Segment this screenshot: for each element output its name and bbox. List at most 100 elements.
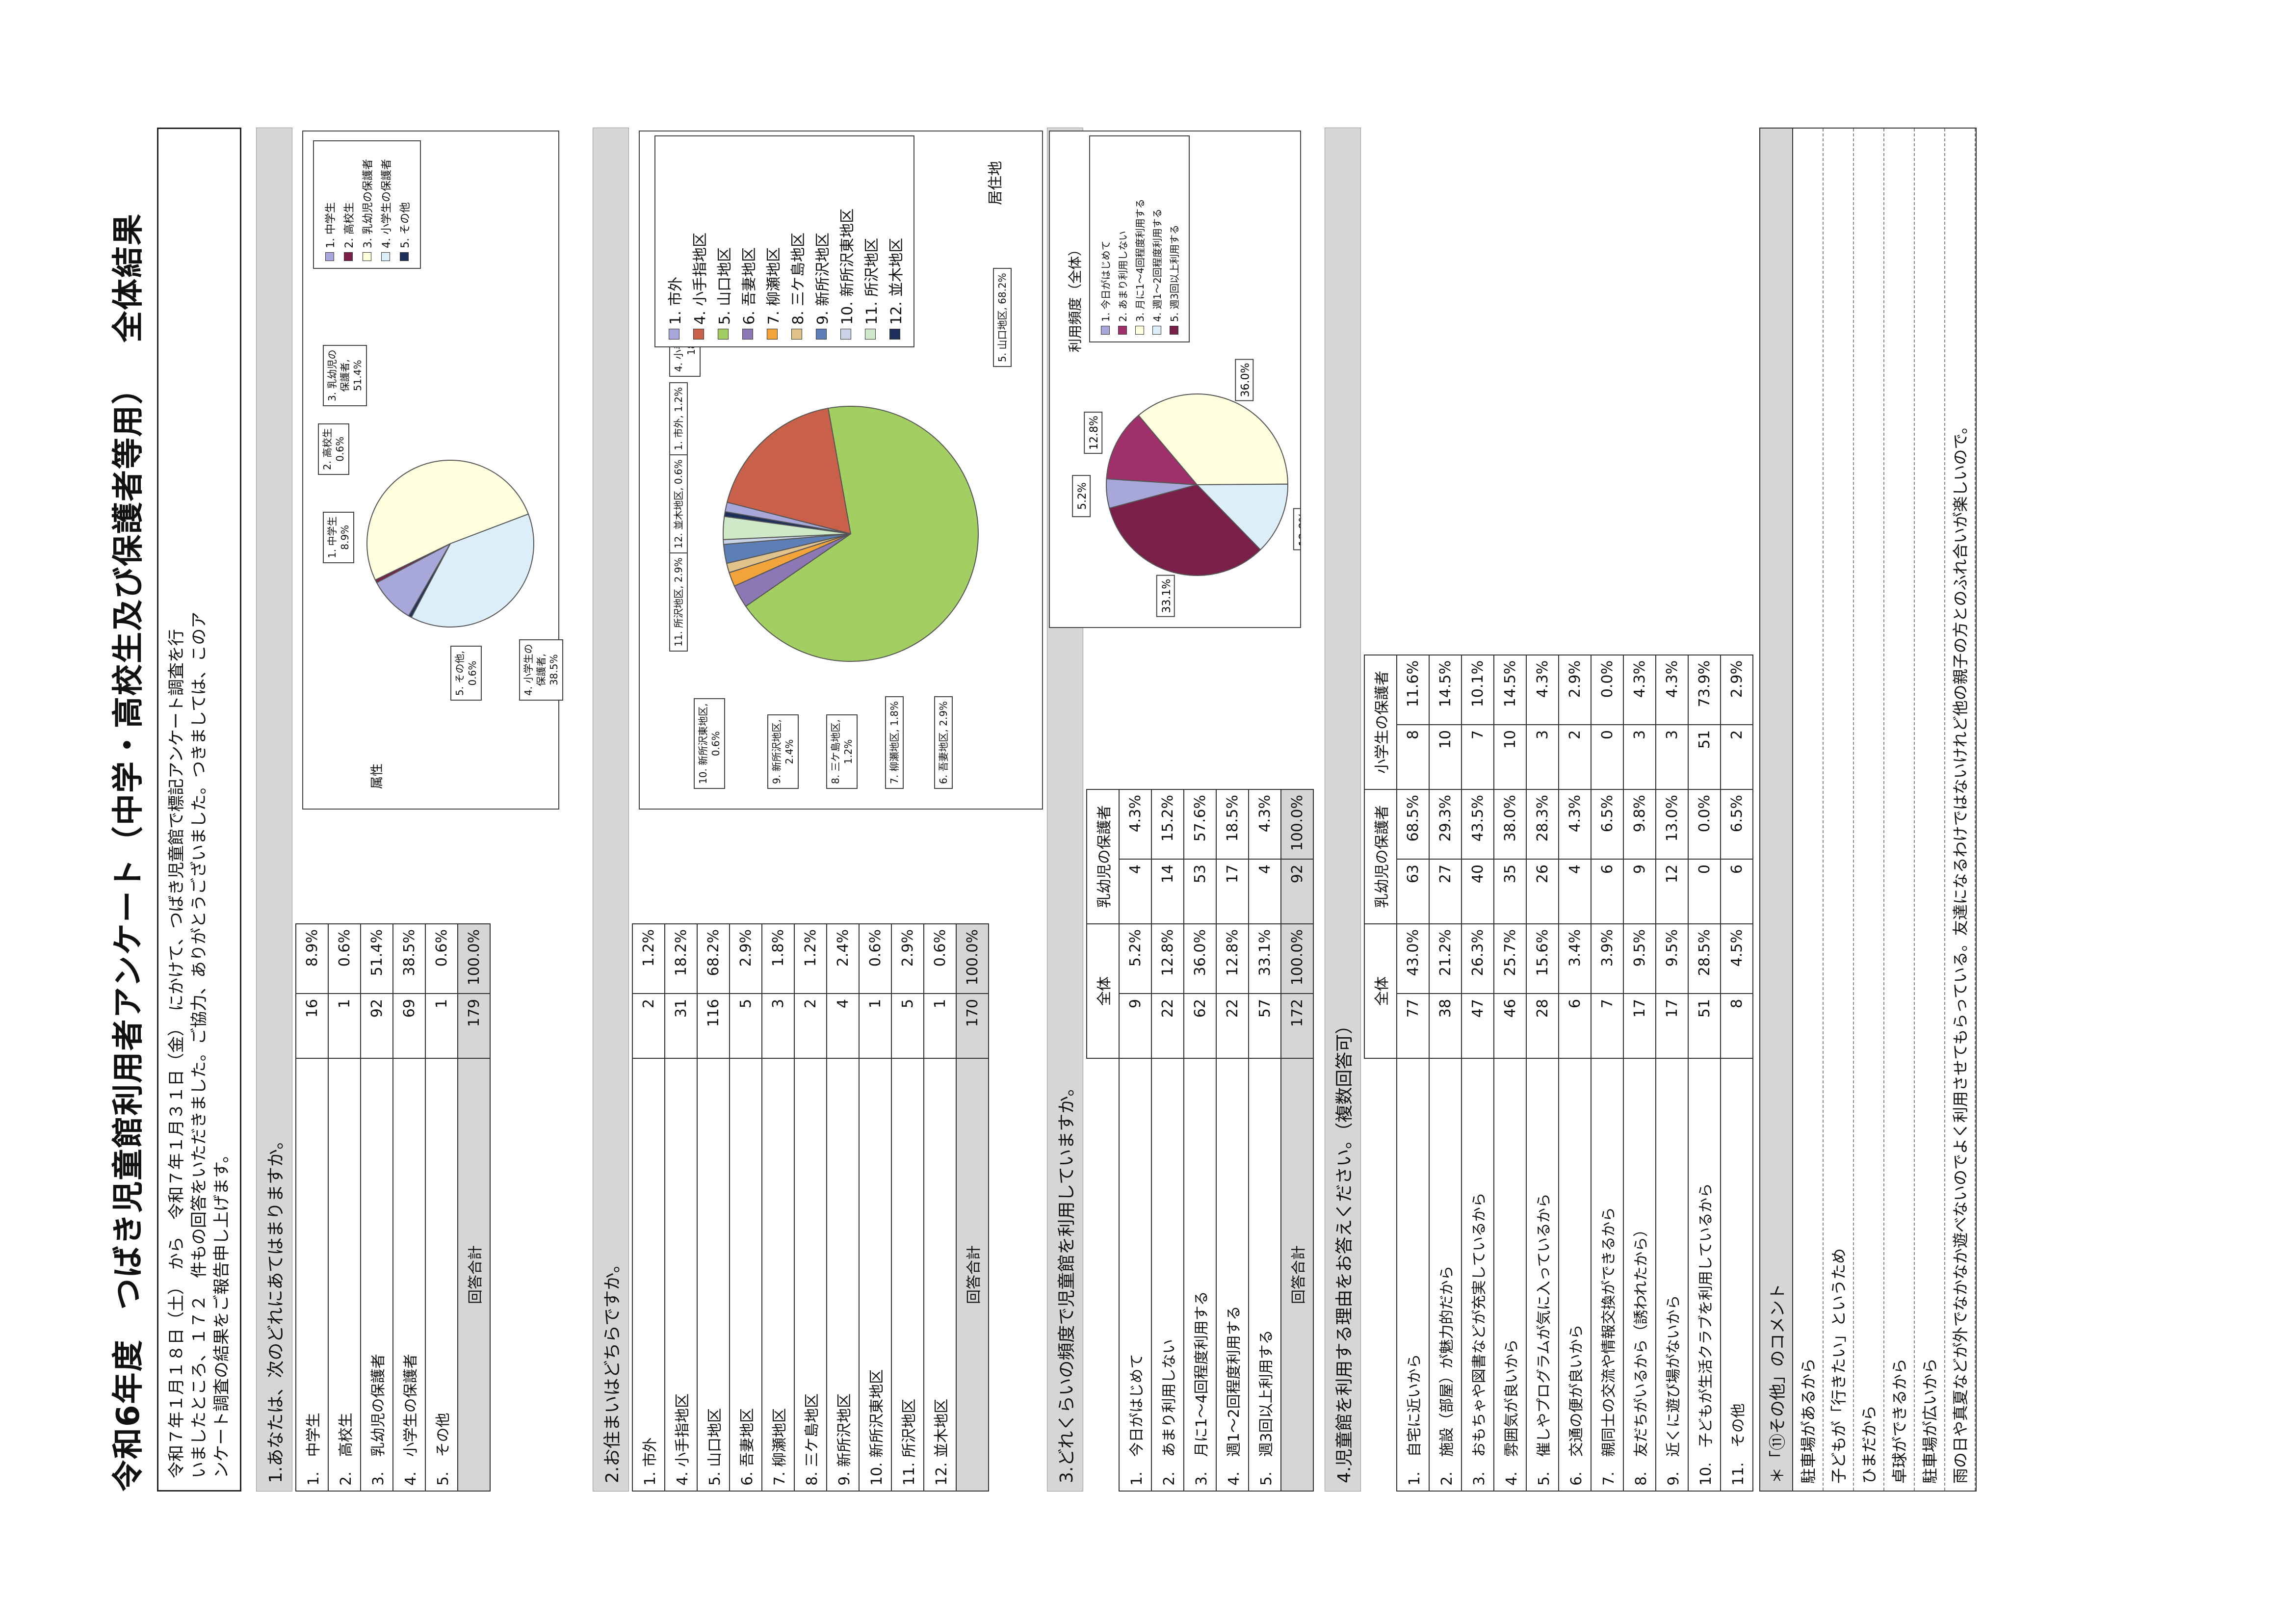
row-infant-count: 6	[1591, 859, 1623, 924]
q2-callout-7: 7. 柳瀬地区, 1.8%	[885, 696, 904, 789]
row-percent: 0.6%	[328, 924, 361, 994]
pie-slice	[726, 407, 852, 535]
total-label: 回答合計	[956, 1058, 989, 1491]
q3-section: 3.どれくらいの頻度で児童館を利用していますか。 全体 乳幼児の保護者 1. 今日が…	[1047, 128, 1313, 1492]
row-count: 9	[1119, 994, 1151, 1058]
table-row: 4. 小手指地区 31 18.2%	[665, 924, 697, 1491]
table-row: 6. 吾妻地区 5 2.9%	[730, 924, 762, 1491]
table-row: 1. 今日がはじめて 9 5.2% 4 4.3%	[1119, 789, 1151, 1491]
svg-text:5.2%: 5.2%	[1076, 482, 1089, 510]
document-title: 令和6年度 つばき児童館利用者アンケート（中学・高校生及び保護者等用） 全体結果	[103, 128, 148, 1492]
table-row: 2. 高校生 1 0.6%	[328, 924, 361, 1491]
pie-label: 36.0%	[1235, 359, 1254, 401]
row-label: 5. その他	[425, 1058, 458, 1491]
pie-slice	[745, 406, 979, 662]
row-count: 6	[1559, 994, 1591, 1058]
row-label: 3. 乳幼児の保護者	[361, 1058, 393, 1491]
legend-swatch	[325, 252, 334, 261]
legend-item: 8. 三ケ島地区	[786, 143, 808, 340]
row-infant-percent: 4.3%	[1119, 789, 1151, 859]
q2-callout-5: 5. 山口地区, 68.2%	[993, 268, 1012, 367]
row-percent: 2.9%	[730, 924, 762, 994]
row-label: 5. 週3回以上利用する	[1249, 1058, 1281, 1491]
total-count: 179	[458, 994, 490, 1058]
row-infant-count: 35	[1494, 859, 1526, 924]
row-elem-count: 3	[1656, 725, 1688, 789]
row-percent: 3.9%	[1591, 924, 1623, 994]
row-elem-percent: 10.1%	[1461, 655, 1494, 725]
table-row: 6. 交通の便が良いから 6 3.4% 4 4.3% 2 2.9%	[1559, 655, 1591, 1491]
legend-swatch	[1135, 326, 1144, 335]
row-elem-percent: 2.9%	[1559, 655, 1591, 725]
legend-swatch	[840, 329, 851, 340]
legend-item: 7. 柳瀬地区	[761, 143, 783, 340]
row-elem-count: 2	[1721, 725, 1753, 789]
row-count: 17	[1656, 994, 1688, 1058]
pie-label: 12.8%	[1293, 508, 1300, 550]
q2-callout-8: 8. 三ケ島地区, 1.2%	[826, 714, 858, 789]
title-main: つばき児童館利用者アンケート（中学・高校生及び保護者等用）	[110, 372, 147, 1310]
row-percent: 43.0%	[1397, 924, 1429, 994]
row-count: 3	[762, 994, 794, 1058]
total-row: 回答合計 170 100.0%	[956, 924, 989, 1491]
table-row: 12. 並木地区 1 0.6%	[924, 924, 956, 1491]
legend-item: 5. 山口地区	[712, 143, 734, 340]
q2-section: 2.お住まいはどちらですか。 1. 市外 2 1.2% 4. 小手指地区 31 18.2%…	[593, 128, 1043, 1492]
table-row: 4. 小学生の保護者 69 38.5%	[393, 924, 425, 1491]
pie-label: 12.8%	[1084, 412, 1103, 454]
svg-text:12.8%: 12.8%	[1088, 416, 1100, 450]
row-infant-count: 27	[1429, 859, 1461, 924]
legend-swatch	[363, 252, 371, 261]
legend-label: 4. 小手指地区	[692, 232, 709, 325]
col-infant-header: 乳幼児の保護者	[1364, 789, 1397, 924]
legend-swatch	[791, 329, 802, 340]
table-row: 7. 柳瀬地区 3 1.8%	[762, 924, 794, 1491]
comment-item: 駐車場が広いから	[1915, 129, 1945, 1491]
table-row: 9. 近くに遊び場がないから 17 9.5% 12 13.0% 3 4.3%	[1656, 655, 1688, 1491]
total-label: 回答合計	[458, 1058, 490, 1491]
row-percent: 18.2%	[665, 924, 697, 994]
q4-heading: 4.児童館を利用する理由をお答えください。（複数回答可）	[1325, 128, 1361, 1492]
legend-item: 10. 新所沢東地区	[835, 143, 857, 340]
row-infant-percent: 6.5%	[1721, 789, 1753, 859]
row-infant-percent: 9.8%	[1623, 789, 1656, 859]
row-percent: 1.2%	[632, 924, 665, 994]
row-label: 2. 高校生	[328, 1058, 361, 1491]
title-suffix: 全体結果	[110, 213, 147, 343]
total-label: 回答合計	[1281, 1058, 1313, 1491]
total-percent: 100.0%	[458, 924, 490, 994]
row-label: 2. 施設（部屋）が魅力的だから	[1429, 1058, 1461, 1491]
table-row: 3. おもちゃや図書などが充実しているから 47 26.3% 40 43.5% 7 10.1…	[1461, 655, 1494, 1491]
table-row: 1. 自宅に近いから 77 43.0% 63 68.5% 8 11.6%	[1397, 655, 1429, 1491]
legend-label: 6. 吾妻地区	[741, 247, 758, 325]
row-label: 5. 催しやプログラムが気に入っているから	[1526, 1058, 1559, 1491]
row-label: 11. 所沢地区	[891, 1058, 924, 1491]
total-infant-percent: 100.0%	[1281, 789, 1313, 859]
row-percent: 9.5%	[1623, 924, 1656, 994]
legend-swatch	[344, 252, 353, 261]
legend-swatch	[400, 252, 409, 261]
table-row: 11. その他 8 4.5% 6 6.5% 2 2.9%	[1721, 655, 1753, 1491]
row-label: 9. 近くに遊び場がないから	[1656, 1058, 1688, 1491]
row-infant-count: 4	[1119, 859, 1151, 924]
table-row: 8. 三ケ島地区 2 1.2%	[794, 924, 827, 1491]
row-label: 7. 柳瀬地区	[762, 1058, 794, 1491]
row-count: 4	[827, 994, 859, 1058]
row-count: 1	[924, 994, 956, 1058]
row-percent: 1.8%	[762, 924, 794, 994]
row-label: 8. 友だちがいるから（誘われたから）	[1623, 1058, 1656, 1491]
row-percent: 0.6%	[859, 924, 891, 994]
row-label: 9. 新所沢地区	[827, 1058, 859, 1491]
row-infant-percent: 29.3%	[1429, 789, 1461, 859]
row-infant-count: 40	[1461, 859, 1494, 924]
row-infant-percent: 18.5%	[1216, 789, 1249, 859]
col-elem-header: 小学生の保護者	[1364, 655, 1397, 789]
legend-label: 12. 並木地区	[888, 237, 905, 325]
q4-section: 4.児童館を利用する理由をお答えください。（複数回答可） 全体 乳幼児の保護者 小学…	[1325, 128, 1753, 1492]
row-count: 7	[1591, 994, 1623, 1058]
title-year: 令和6年度	[110, 1339, 147, 1492]
row-infant-percent: 4.3%	[1559, 789, 1591, 859]
row-count: 46	[1494, 994, 1526, 1058]
legend-item: 2. あまり利用しない	[1115, 143, 1129, 335]
row-percent: 26.3%	[1461, 924, 1494, 994]
